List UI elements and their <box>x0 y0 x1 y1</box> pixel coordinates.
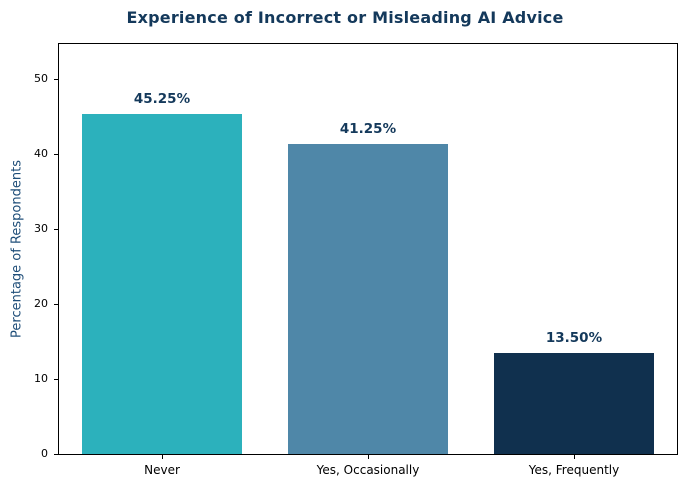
y-tick-label: 40 <box>34 147 48 160</box>
y-tick-label: 30 <box>34 222 48 235</box>
y-tick-label: 10 <box>34 372 48 385</box>
y-tick-mark <box>54 304 58 305</box>
x-tick-label: Yes, Occasionally <box>316 463 420 477</box>
chart-title: Experience of Incorrect or Misleading AI… <box>126 8 564 27</box>
y-tick-mark <box>54 379 58 380</box>
bar <box>494 353 654 454</box>
y-tick-label: 50 <box>34 72 48 85</box>
y-tick-mark <box>54 79 58 80</box>
x-tick-label: Never <box>144 463 180 477</box>
y-tick-mark <box>54 154 58 155</box>
plot-area: 45.25% 41.25% 13.50% <box>58 43 678 455</box>
y-tick-label: 0 <box>41 447 48 460</box>
x-tick-label: Yes, Frequently <box>528 463 620 477</box>
y-tick-mark <box>54 229 58 230</box>
bar-value-label: 41.25% <box>339 121 397 137</box>
x-tick-mark <box>368 455 369 459</box>
bar-value-label: 13.50% <box>545 330 603 346</box>
y-tick-label: 20 <box>34 297 48 310</box>
bar <box>82 114 242 454</box>
x-tick-mark <box>162 455 163 459</box>
y-tick-mark <box>54 454 58 455</box>
x-tick-mark <box>574 455 575 459</box>
bar <box>288 144 448 454</box>
y-axis-label: Percentage of Respondents <box>9 160 25 338</box>
bar-value-label: 45.25% <box>133 91 191 107</box>
